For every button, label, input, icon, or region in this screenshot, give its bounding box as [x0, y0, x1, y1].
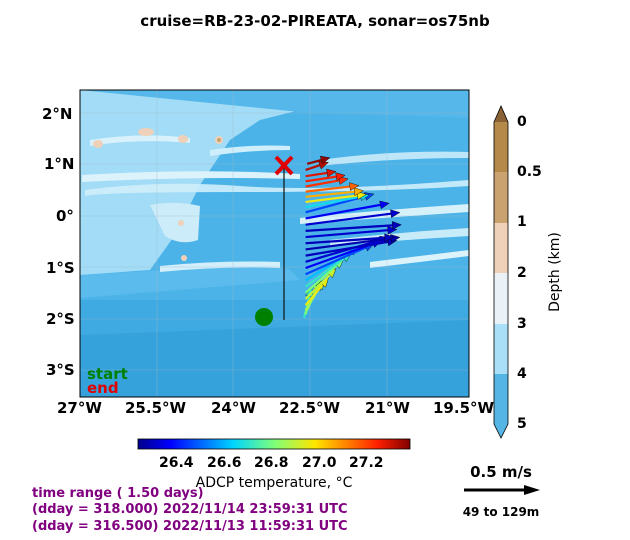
lon-tick-label: 24°W [211, 399, 256, 417]
lat-tick-label: 3°S [46, 361, 75, 379]
velocity-vector [305, 238, 381, 263]
velocity-vector [305, 175, 337, 183]
lon-tick-label: 22.5°W [279, 399, 341, 417]
depth-tick-label: 1 [517, 214, 527, 230]
velocity-vector [305, 237, 392, 251]
velocity-vector [305, 212, 392, 226]
lon-tick-label: 19.5°W [433, 399, 495, 417]
temp-tick-label: 27.0 [302, 455, 337, 471]
start-marker [255, 308, 273, 326]
velocity-vector [305, 185, 351, 193]
velocity-vector-head [384, 233, 395, 243]
velocity-vector [305, 179, 340, 188]
depth-tick-label: 0.5 [517, 164, 542, 180]
time-start-text: (dday = 316.500) 2022/11/13 11:59:31 UTC [32, 519, 348, 534]
temp-tick-label: 26.4 [159, 455, 194, 471]
depth-tick-label: 0 [517, 114, 527, 130]
velocity-vector [305, 229, 388, 239]
bathymetry [80, 90, 469, 397]
lat-tick-label: 1°S [46, 259, 75, 277]
lon-tick-label: 21°W [365, 399, 410, 417]
velocity-vector [305, 246, 367, 276]
lat-tick-label: 2°S [46, 310, 75, 328]
depth-colorbar [493, 105, 509, 439]
velocity-vector-head [319, 155, 331, 165]
velocity-vector-head [356, 191, 367, 200]
velocity-vector [305, 203, 381, 220]
time-range-text: time range ( 1.50 days) [32, 486, 204, 501]
velocity-vector [304, 257, 345, 288]
velocity-vector-head [391, 221, 402, 230]
velocity-vector-head [387, 225, 398, 235]
velocity-vector [304, 274, 331, 300]
lat-tick-label: 2°N [42, 105, 73, 123]
velocity-vector [305, 164, 321, 172]
lon-tick-label: 27°W [57, 399, 102, 417]
depth-tick-label: 3 [517, 316, 527, 332]
velocity-vector [304, 284, 324, 306]
depth-colorbar-label: Depth (km) [547, 232, 563, 312]
end-marker [274, 155, 294, 176]
velocity-vector [305, 242, 374, 270]
velocity-vector [305, 236, 385, 245]
page-title: cruise=RB-23-02-PIREATA, sonar=os75nb [140, 12, 490, 30]
temp-tick-label: 26.8 [254, 455, 289, 471]
velocity-vector-head [379, 200, 390, 210]
velocity-vector-head [349, 182, 360, 191]
velocity-vector [305, 171, 328, 178]
temperature-colorbar [137, 438, 411, 450]
velocity-vector-head [326, 168, 337, 178]
legend-end-label: end [87, 379, 119, 397]
velocity-vector [305, 195, 366, 214]
lat-tick-label: 1°N [44, 155, 75, 173]
temp-colorbar-label: ADCP temperature, °C [195, 475, 353, 491]
scale-depth-range: 49 to 129m [462, 505, 540, 519]
lat-tick-label: 0° [56, 207, 74, 225]
depth-tick-label: 4 [517, 366, 527, 382]
time-end-text: (dday = 318.000) 2022/11/14 23:59:31 UTC [32, 502, 348, 517]
temp-tick-label: 27.2 [349, 455, 384, 471]
depth-tick-label: 5 [517, 416, 527, 432]
map-frame [79, 89, 470, 398]
lon-tick-label: 25.5°W [125, 399, 187, 417]
velocity-vector-head [353, 187, 364, 196]
velocity-vectors [302, 155, 402, 319]
depth-tick-label: 2 [517, 265, 527, 281]
velocity-vector [305, 190, 355, 198]
velocity-vector-head [338, 176, 349, 185]
legend-start-label: start [87, 365, 128, 383]
velocity-vector [305, 195, 361, 209]
scale-arrow [464, 485, 540, 495]
velocity-vector [304, 264, 338, 294]
scale-arrow-label: 0.5 m/s [470, 463, 532, 481]
velocity-vector [306, 158, 322, 165]
temp-tick-label: 26.6 [207, 455, 242, 471]
velocity-vector-head [335, 172, 346, 181]
velocity-vector [305, 240, 389, 257]
velocity-vector [305, 224, 393, 232]
velocity-vector [305, 194, 358, 204]
velocity-vector-head [390, 209, 401, 218]
